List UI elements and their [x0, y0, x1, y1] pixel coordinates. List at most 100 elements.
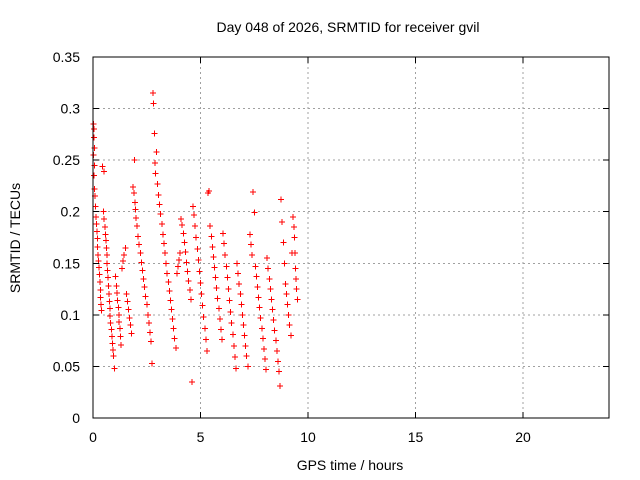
- data-point-plus: [188, 378, 195, 385]
- data-point-plus: [121, 252, 128, 259]
- data-point-plus: [109, 340, 116, 347]
- data-point-plus: [209, 243, 216, 250]
- data-point-plus: [126, 314, 133, 321]
- y-tick-label: 0.35: [53, 49, 80, 65]
- data-point-plus: [105, 282, 112, 289]
- data-point-plus: [131, 199, 138, 206]
- data-point-plus: [192, 223, 199, 230]
- y-tick-label: 0.3: [61, 101, 81, 117]
- data-point-plus: [262, 356, 268, 363]
- data-point-plus: [157, 210, 164, 217]
- data-point-plus: [268, 296, 275, 303]
- data-point-plus: [208, 233, 215, 240]
- data-point-plus: [185, 277, 192, 284]
- data-point-plus: [142, 293, 149, 300]
- data-point-plus: [145, 320, 152, 327]
- data-point-plus: [287, 332, 294, 339]
- data-point-plus: [255, 294, 262, 301]
- data-point-plus: [213, 285, 220, 292]
- data-point-plus: [236, 280, 243, 287]
- data-point-plus: [259, 335, 266, 342]
- data-point-plus: [266, 275, 273, 282]
- data-point-plus: [181, 239, 188, 246]
- data-point-plus: [90, 151, 97, 158]
- data-point-plus: [108, 326, 115, 333]
- data-point-plus: [222, 252, 229, 259]
- data-point-plus: [203, 347, 210, 354]
- data-point-plus: [201, 325, 208, 332]
- data-point-plus: [216, 315, 223, 322]
- data-point-plus: [119, 265, 126, 272]
- data-point-plus: [278, 196, 285, 203]
- data-point-plus: [124, 298, 131, 305]
- x-tick-label: 0: [89, 429, 97, 445]
- data-point-plus: [193, 234, 200, 241]
- data-point-plus: [111, 365, 118, 372]
- data-point-plus: [269, 306, 276, 313]
- data-point-plus: [138, 259, 145, 266]
- data-point-plus: [110, 353, 117, 360]
- data-point-plus: [179, 222, 186, 229]
- data-point-plus: [102, 231, 109, 238]
- data-point-plus: [91, 144, 98, 151]
- data-point-plus: [219, 336, 225, 343]
- data-point-plus: [164, 270, 171, 277]
- data-point-plus: [114, 290, 121, 297]
- data-point-plus: [211, 264, 218, 271]
- data-point-plus: [146, 329, 153, 336]
- data-point-plus: [115, 311, 122, 318]
- data-point-plus: [202, 336, 209, 343]
- y-tick-label: 0.2: [61, 204, 81, 220]
- data-point-plus: [291, 224, 298, 231]
- data-point-plus: [270, 317, 277, 324]
- data-point-plus: [186, 287, 193, 294]
- data-point-plus: [169, 315, 176, 322]
- data-point-plus: [293, 286, 300, 293]
- data-point-plus: [291, 234, 298, 241]
- data-point-plus: [107, 312, 114, 319]
- data-point-plus: [265, 265, 272, 272]
- data-point-plus: [173, 270, 180, 277]
- data-point-plus: [282, 280, 289, 287]
- data-point-plus: [162, 249, 169, 256]
- data-point-plus: [253, 273, 260, 280]
- data-point-plus: [284, 301, 291, 308]
- data-point-plus: [267, 286, 274, 293]
- data-point-plus: [141, 284, 148, 291]
- data-point-plus: [174, 263, 181, 270]
- data-point-plus: [106, 305, 113, 312]
- data-point-plus: [140, 275, 147, 282]
- data-point-plus: [153, 148, 160, 155]
- data-point-plus: [137, 249, 144, 256]
- data-point-plus: [101, 215, 108, 222]
- data-point-plus: [239, 311, 246, 318]
- data-point-plus: [280, 239, 287, 246]
- data-point-plus: [187, 296, 194, 303]
- data-point-plus: [144, 311, 151, 318]
- data-point-plus: [116, 325, 123, 332]
- y-tick-label: 0: [72, 410, 80, 426]
- data-point-plus: [292, 265, 299, 272]
- data-point-plus: [200, 313, 207, 320]
- data-point-plus: [108, 333, 115, 340]
- data-point-plus: [120, 258, 127, 265]
- data-point-plus: [114, 297, 121, 304]
- data-point-plus: [112, 273, 119, 280]
- data-point-plus: [277, 383, 284, 390]
- data-point-plus: [194, 245, 201, 252]
- data-point-plus: [117, 333, 124, 340]
- y-tick-label: 0.15: [53, 255, 80, 271]
- data-point-plus: [148, 338, 155, 345]
- data-point-plus: [104, 267, 111, 274]
- data-point-plus: [184, 268, 191, 275]
- data-point-plus: [289, 213, 296, 220]
- data-point-plus: [283, 291, 290, 298]
- data-point-plus: [166, 288, 173, 295]
- data-point-plus: [95, 252, 102, 259]
- data-point-plus: [91, 162, 98, 169]
- data-point-plus: [214, 295, 221, 302]
- data-point-plus: [215, 305, 222, 312]
- data-point-plus: [273, 347, 280, 354]
- data-point-plus: [158, 221, 165, 228]
- data-point-plus: [258, 325, 265, 332]
